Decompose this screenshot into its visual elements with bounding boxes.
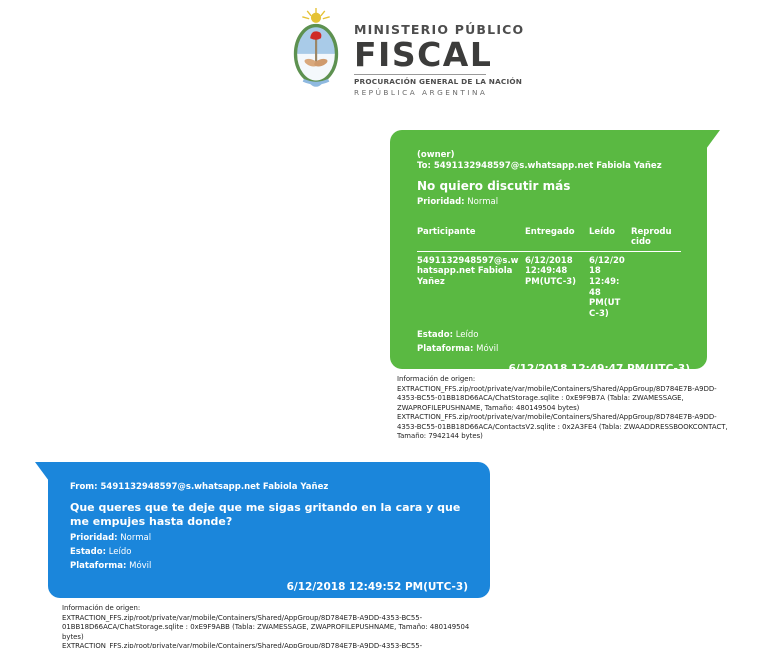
plataforma-value: Móvil (476, 344, 499, 355)
priority-line: Prioridad: Normal (417, 197, 690, 207)
estado-value: Leído (455, 330, 479, 341)
bubble-tail-left (35, 462, 49, 481)
estado-label: Estado: (70, 547, 106, 558)
participant-row: 5491132948597@s.whatsapp.net Fabiola Yañ… (417, 251, 681, 319)
plataforma-line: Plataforma: Móvil (417, 344, 690, 354)
estado-label: Estado: (417, 330, 453, 341)
to-line: To: 5491132948597@s.whatsapp.net Fabiola… (417, 160, 662, 171)
priority-line: Prioridad: Normal (70, 533, 468, 543)
priority-label: Prioridad: (417, 197, 465, 208)
fiscal-title: FISCAL (354, 35, 493, 74)
priority-label: Prioridad: (70, 533, 118, 544)
estado-value: Leído (108, 547, 132, 558)
reproducido-cell (631, 251, 681, 319)
entregado-cell: 6/12/2018 12:49:48 PM(UTC-3) (525, 255, 577, 287)
mpf-logo-text: MINISTERIO PÚBLICO FISCAL PROCURACIÓN GE… (354, 8, 525, 97)
priority-value: Normal (467, 197, 499, 208)
estado-line: Estado: Leído (417, 330, 690, 340)
plataforma-value: Móvil (129, 561, 152, 572)
source-info-label: Información de origen: (397, 375, 476, 383)
plataforma-line: Plataforma: Móvil (70, 561, 468, 571)
plataforma-label: Plataforma: (417, 344, 474, 355)
owner-label: (owner) (417, 150, 455, 160)
procuracion-subtitle: PROCURACIÓN GENERAL DE LA NACIÓN (354, 77, 523, 86)
message-timestamp: 6/12/2018 12:49:47 PM(UTC-3) (508, 363, 690, 376)
mpf-logo-header: MINISTERIO PÚBLICO FISCAL PROCURACIÓN GE… (286, 8, 525, 97)
source-line: EXTRACTION_FFS.zip/root/private/var/mobi… (62, 613, 470, 641)
logo-divider (354, 74, 486, 75)
from-line: From: 5491132948597@s.whatsapp.net Fabio… (70, 482, 329, 492)
bubble-tail-right (706, 130, 720, 149)
republica-subtitle: REPÚBLICA ARGENTINA (354, 88, 488, 97)
col-header-reproducido: Reproducido (631, 227, 681, 252)
col-header-participante: Participante (417, 227, 525, 252)
col-header-leido: Leído (589, 227, 631, 252)
source-line: EXTRACTION_FFS.zip/root/private/var/mobi… (62, 642, 423, 648)
plataforma-label: Plataforma: (70, 561, 127, 572)
outgoing-message-bubble: (owner) To: 5491132948597@s.whatsapp.net… (390, 130, 720, 375)
message-timestamp: 6/12/2018 12:49:52 PM(UTC-3) (286, 581, 468, 594)
message-text: No quiero discutir más (417, 179, 571, 194)
leido-cell: 6/12/2018 12:49:48 PM(UTC-3) (589, 255, 625, 319)
priority-value: Normal (120, 533, 152, 544)
incoming-message-bubble: From: 5491132948597@s.whatsapp.net Fabio… (35, 462, 490, 598)
incoming-source-info: Información de origen: EXTRACTION_FFS.zi… (62, 604, 490, 648)
estado-line: Estado: Leído (70, 547, 468, 557)
source-line: EXTRACTION_FFS.zip/root/private/var/mobi… (397, 384, 717, 412)
participant-cell: 5491132948597@s.whatsapp.net Fabiola Yañ… (417, 255, 519, 287)
source-line: EXTRACTION_FFS.zip/root/private/var/mobi… (397, 413, 728, 441)
col-header-entregado: Entregado (525, 227, 589, 252)
source-info-label: Información de origen: (62, 604, 141, 612)
argentina-coat-of-arms-icon (293, 8, 339, 87)
participants-table: Participante Entregado Leído Reproducido… (417, 227, 681, 319)
participants-header-row: Participante Entregado Leído Reproducido (417, 227, 681, 252)
outgoing-source-info: Información de origen: EXTRACTION_FFS.zi… (397, 375, 731, 442)
message-text: Que queres que te deje que me sigas grit… (70, 500, 461, 528)
ministry-title: MINISTERIO PÚBLICO (354, 22, 525, 37)
